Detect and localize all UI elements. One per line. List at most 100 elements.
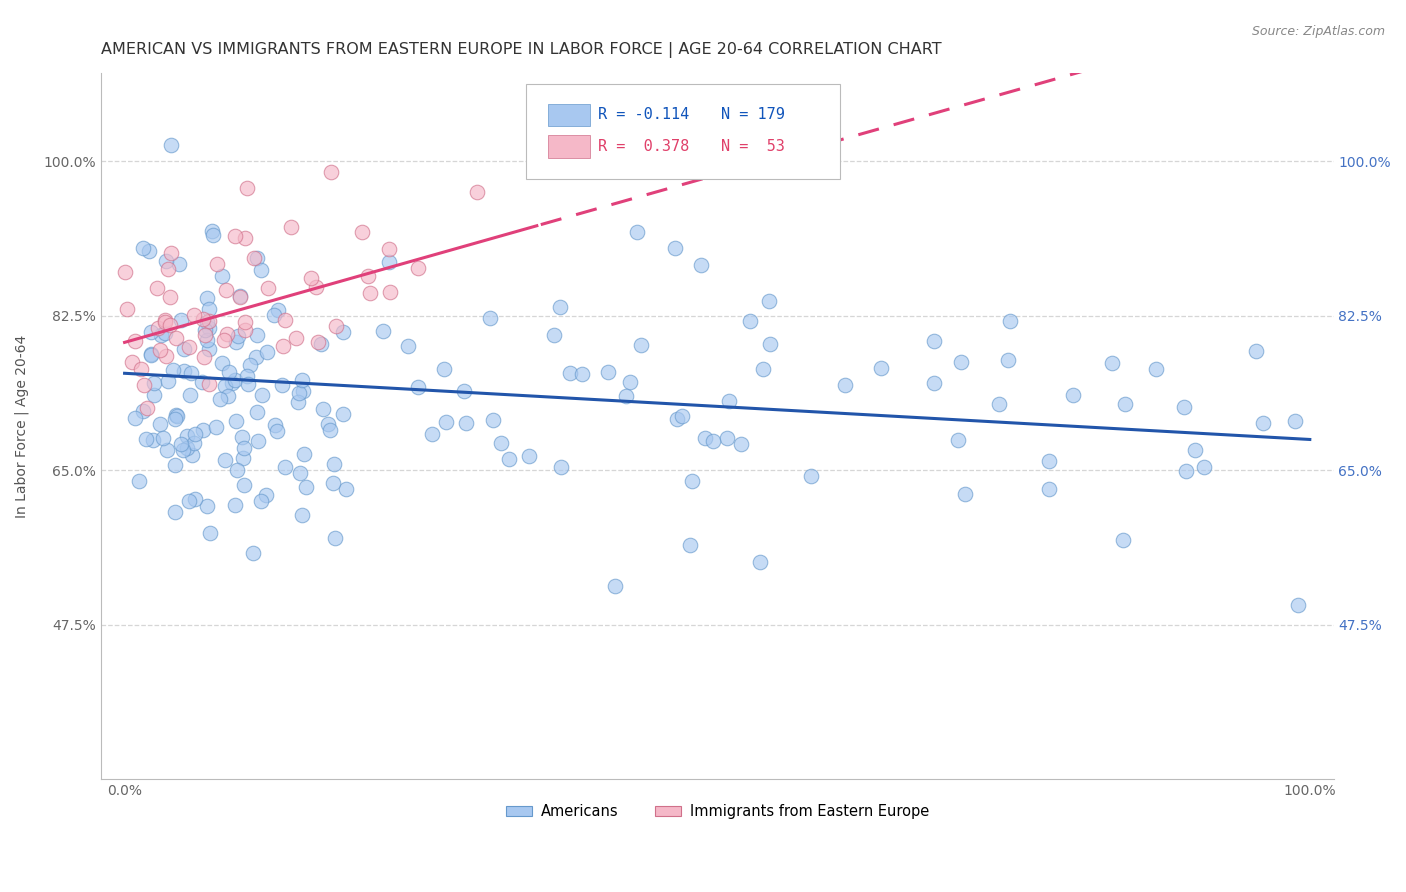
Point [136, 401, 159, 415]
Point [239, 358, 262, 372]
Point [233, 231, 256, 245]
Point [156, 262, 179, 277]
Point [233, 315, 256, 329]
Point [201, 224, 224, 238]
Point [224, 228, 246, 243]
Point [322, 475, 344, 490]
Point [292, 384, 315, 399]
Point [135, 432, 157, 446]
Point [420, 426, 443, 441]
Point [716, 431, 738, 445]
Point [666, 412, 689, 426]
Point [228, 290, 250, 304]
Point [681, 474, 703, 488]
Point [212, 333, 235, 347]
Point [245, 252, 267, 266]
Point [165, 412, 187, 426]
Point [946, 433, 969, 447]
Point [233, 323, 256, 337]
Point [273, 459, 295, 474]
Point [245, 351, 267, 365]
Point [221, 376, 243, 391]
Point [225, 334, 247, 349]
Point [456, 416, 478, 430]
Point [184, 492, 207, 507]
Point [117, 301, 139, 316]
Point [319, 423, 342, 437]
Point [152, 431, 174, 445]
Point [149, 417, 172, 431]
Point [800, 468, 823, 483]
Point [491, 436, 513, 450]
Point [142, 433, 165, 447]
Text: R =  0.378: R = 0.378 [598, 139, 689, 154]
Point [323, 458, 346, 472]
Point [146, 280, 169, 294]
Point [180, 367, 202, 381]
Point [224, 373, 246, 387]
Point [198, 301, 221, 316]
Point [236, 181, 259, 195]
Point [257, 281, 280, 295]
Point [949, 355, 972, 369]
Point [498, 452, 520, 467]
Point [166, 409, 188, 423]
Point [143, 388, 166, 402]
Point [396, 339, 419, 353]
Point [246, 405, 269, 419]
Point [1194, 459, 1216, 474]
Point [453, 384, 475, 398]
Point [195, 499, 218, 513]
Point [124, 334, 146, 348]
Point [292, 447, 315, 461]
Point [378, 255, 401, 269]
Point [250, 494, 273, 508]
Point [250, 388, 273, 402]
Point [288, 385, 311, 400]
Point [378, 285, 401, 300]
Point [153, 326, 176, 341]
Point [299, 271, 322, 285]
Point [163, 458, 186, 472]
Y-axis label: In Labor Force | Age 20-64: In Labor Force | Age 20-64 [15, 334, 30, 518]
Point [690, 258, 713, 272]
Point [870, 361, 893, 376]
Point [129, 361, 152, 376]
Point [211, 269, 233, 284]
Point [198, 376, 221, 391]
Point [1112, 533, 1135, 547]
Point [571, 368, 593, 382]
Point [217, 389, 239, 403]
Point [316, 417, 339, 432]
Point [153, 314, 176, 328]
Point [195, 334, 218, 348]
Point [243, 251, 266, 265]
Point [1038, 454, 1060, 468]
Point [285, 331, 308, 345]
Point [225, 463, 247, 477]
Point [214, 453, 236, 467]
Point [176, 429, 198, 443]
Point [749, 555, 772, 569]
Point [1286, 598, 1309, 612]
Point [167, 257, 190, 271]
Point [233, 478, 256, 492]
Point [176, 442, 198, 456]
Point [195, 292, 218, 306]
Point [1251, 416, 1274, 430]
Point [172, 442, 194, 457]
Point [238, 376, 260, 391]
Point [155, 254, 177, 268]
FancyBboxPatch shape [548, 136, 591, 158]
Point [406, 380, 429, 394]
Point [204, 420, 226, 434]
Point [165, 408, 187, 422]
Point [225, 414, 247, 428]
Text: R = -0.114: R = -0.114 [598, 107, 689, 122]
Text: N =  53: N = 53 [721, 139, 785, 154]
Point [183, 435, 205, 450]
Point [408, 261, 430, 276]
Point [758, 294, 780, 309]
Point [226, 329, 249, 343]
Point [254, 488, 277, 502]
